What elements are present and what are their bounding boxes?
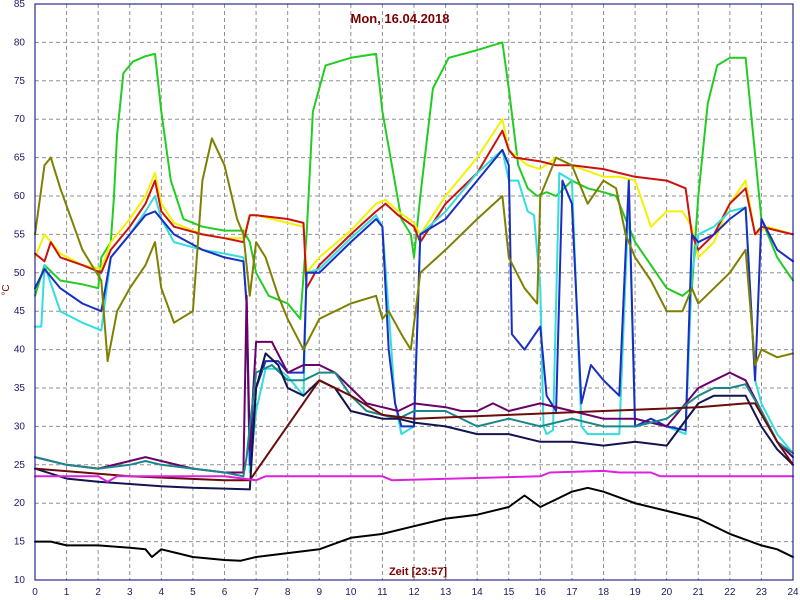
- y-tick-label: 65: [14, 153, 26, 164]
- x-tick-label: 5: [190, 587, 196, 598]
- y-tick-label: 25: [14, 460, 26, 471]
- x-tick-label: 1: [64, 587, 70, 598]
- series-line-6: [34, 137, 794, 366]
- y-tick-label: 85: [14, 0, 26, 10]
- x-tick-label: 17: [566, 587, 578, 598]
- y-tick-label: 10: [14, 575, 26, 586]
- plot-frame: [34, 3, 794, 581]
- x-tick-label: 12: [408, 587, 420, 598]
- y-tick-label: 50: [14, 268, 26, 279]
- x-tick-label: 6: [222, 587, 228, 598]
- x-tick-label: 18: [598, 587, 610, 598]
- series-line-10: [34, 379, 794, 482]
- series-line-1: [34, 41, 794, 320]
- x-tick-label: 23: [756, 587, 768, 598]
- y-axis-label: °C: [1, 284, 12, 295]
- x-tick-label: 14: [472, 587, 484, 598]
- y-tick-label: 75: [14, 76, 26, 87]
- y-tick-label: 55: [14, 229, 26, 240]
- y-tick-label: 40: [14, 345, 26, 356]
- y-tick-label: 80: [14, 37, 26, 48]
- x-tick-label: 4: [159, 587, 165, 598]
- x-tick-label: 21: [693, 587, 705, 598]
- x-tick-label: 3: [127, 587, 133, 598]
- y-tick-label: 35: [14, 383, 26, 394]
- x-tick-label: 9: [316, 587, 322, 598]
- axis-layer: 0 1 2 3 4 5 6 7 8 9 10 11 12 13 14 15 16 17 18 19 20 21 22 23 24…: [14, 0, 799, 598]
- chart-title: Mon, 16.04.2018: [351, 11, 450, 26]
- x-tick-label: 16: [535, 587, 547, 598]
- x-tick-label: 13: [440, 587, 452, 598]
- x-tick-label: 10: [345, 587, 357, 598]
- x-tick-label: 2: [95, 587, 101, 598]
- series-layer: [34, 41, 794, 562]
- x-tick-label: 8: [285, 587, 291, 598]
- x-tick-label: 20: [661, 587, 673, 598]
- series-line-2: [34, 118, 794, 274]
- series-line-11: [34, 469, 794, 483]
- x-tick-label: 19: [630, 587, 642, 598]
- x-tick-label: 0: [32, 587, 38, 598]
- series-line-8: [34, 364, 794, 478]
- x-tick-label: 11: [377, 587, 388, 598]
- x-tick-label: 24: [787, 587, 799, 598]
- x-tick-label: 7: [253, 587, 259, 598]
- series-line-5: [34, 148, 794, 466]
- series-line-12: [34, 486, 794, 562]
- y-tick-label: 70: [14, 114, 26, 125]
- y-tick-label: 20: [14, 498, 26, 509]
- y-tick-label: 60: [14, 191, 26, 202]
- y-tick-label: 45: [14, 306, 26, 317]
- clock-readout: Zeit [23:57]: [389, 566, 447, 578]
- x-tick-label: 22: [724, 587, 736, 598]
- y-tick-label: 30: [14, 421, 26, 432]
- y-tick-label: 15: [14, 537, 26, 548]
- series-line-9: [34, 352, 794, 491]
- x-tick-label: 15: [503, 587, 515, 598]
